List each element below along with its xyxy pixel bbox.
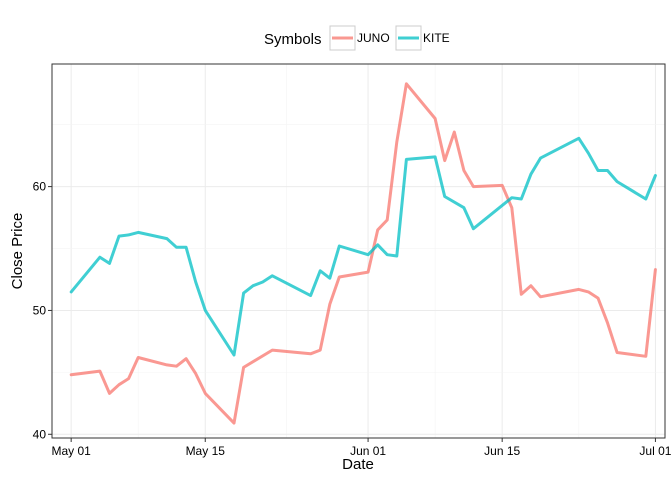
y-axis: 40 50 60 bbox=[33, 180, 52, 441]
x-tick-label: May 01 bbox=[51, 444, 91, 458]
x-tick-label: Jun 15 bbox=[484, 444, 520, 458]
x-tick-label: May 15 bbox=[186, 444, 226, 458]
y-tick-label: 60 bbox=[33, 180, 47, 194]
series-layer bbox=[69, 82, 657, 425]
y-tick-label: 50 bbox=[33, 303, 47, 317]
legend: Symbols JUNO KITE bbox=[264, 25, 450, 51]
legend-entry-kite: KITE bbox=[395, 25, 450, 51]
series-line-kite bbox=[69, 136, 657, 357]
x-tick-label: Jul 01 bbox=[639, 444, 671, 458]
y-tick-label: 40 bbox=[33, 427, 47, 441]
x-tick-label: Jun 01 bbox=[350, 444, 386, 458]
legend-title: Symbols bbox=[264, 31, 322, 48]
series-line-juno bbox=[69, 82, 657, 425]
plot-panel-border bbox=[51, 63, 666, 439]
y-axis-title: Close Price bbox=[9, 213, 26, 290]
legend-label-juno: JUNO bbox=[357, 31, 390, 45]
legend-label-kite: KITE bbox=[423, 31, 450, 45]
x-axis: May 01 May 15 Jun 01 Jun 15 Jul 01 bbox=[51, 438, 672, 458]
x-axis-title: Date bbox=[342, 456, 374, 473]
legend-entry-juno: JUNO bbox=[329, 25, 390, 51]
